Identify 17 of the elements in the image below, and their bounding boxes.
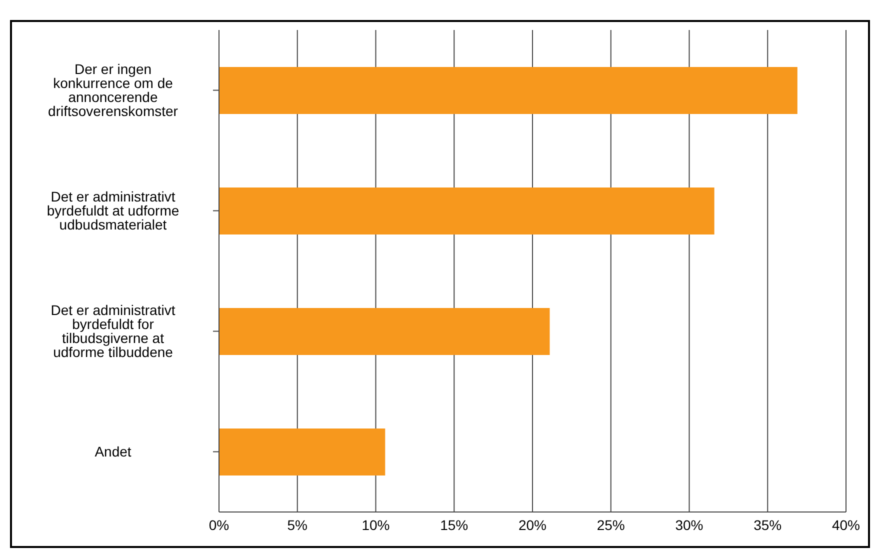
x-tick-label: 10% <box>362 516 390 533</box>
y-tick-label: Det er administrativt byrdefuldt at udforme udbudsmaterialet <box>46 188 180 233</box>
bar <box>219 188 714 234</box>
x-tick-label: 40% <box>832 516 860 533</box>
x-tick-label: 5% <box>287 516 308 533</box>
x-tick-label: 30% <box>675 516 704 533</box>
x-tick-label: 15% <box>440 516 468 533</box>
bar <box>219 308 550 355</box>
y-tick-label: Andet <box>94 444 132 460</box>
bar <box>219 67 798 114</box>
x-tick-label: 0% <box>208 516 230 533</box>
y-tick-label: Der er ingen konkurrence om de annoncerende driftsoverenskomster <box>48 61 178 120</box>
x-tick-label: 20% <box>518 516 547 533</box>
x-tick-label: 25% <box>596 516 625 533</box>
bar <box>219 428 386 476</box>
x-tick-label: 35% <box>754 516 782 533</box>
y-tick-label: Det er administrativt byrdefuldt for tilbudsgiverne at udforme tilbuddene <box>50 302 176 360</box>
